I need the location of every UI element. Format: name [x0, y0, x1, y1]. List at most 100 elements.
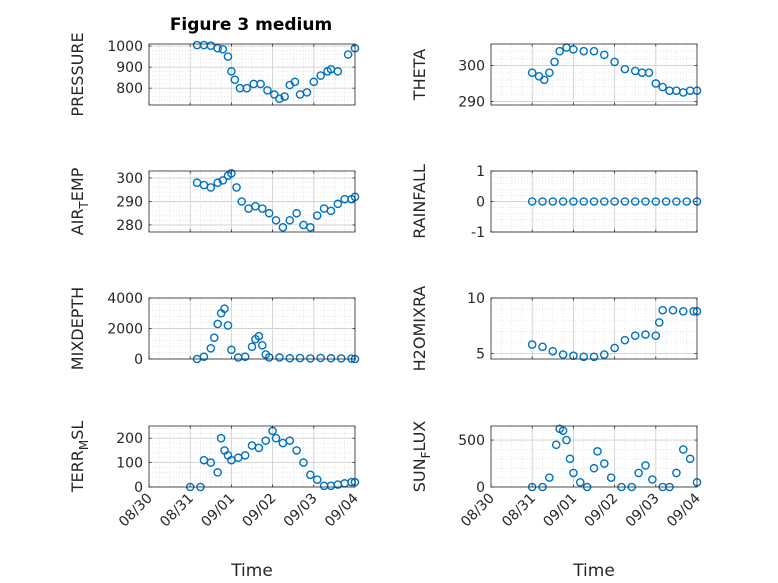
axes-box	[148, 43, 356, 106]
data-point	[271, 433, 281, 443]
data-point	[538, 197, 547, 206]
y-axis-label: TERRMSL	[68, 421, 91, 494]
data-point	[600, 197, 609, 206]
data-point	[216, 433, 226, 443]
data-point	[285, 215, 295, 225]
y-axis-label: SUNFLUX	[410, 421, 433, 493]
data-point	[263, 85, 272, 95]
data-point	[254, 443, 264, 453]
data-point	[316, 353, 325, 363]
data-point	[333, 199, 343, 209]
data-point	[648, 475, 657, 484]
y-axis-label: RAINFALL	[410, 164, 429, 239]
x-tick-label: 08/30	[116, 491, 156, 531]
y-tick-label: 1	[476, 164, 485, 180]
data-point	[579, 352, 589, 362]
data-point	[678, 307, 688, 316]
data-point	[213, 43, 222, 53]
data-point	[254, 331, 264, 341]
data-point	[579, 46, 589, 56]
data-point	[538, 342, 547, 352]
data-point	[227, 169, 236, 178]
data-point	[685, 454, 695, 464]
data-point	[213, 319, 222, 329]
y-tick-label: 300	[458, 59, 485, 75]
y-axis-label: AIRTEMP	[68, 167, 91, 235]
data-point	[651, 197, 661, 206]
data-point	[589, 463, 599, 473]
data-point	[223, 52, 233, 61]
y-tick-label: 800	[116, 81, 143, 97]
data-point	[343, 50, 353, 59]
data-point	[545, 473, 554, 482]
data-point	[562, 435, 571, 445]
data-point	[641, 197, 650, 206]
subplot-3: 280 290 300 AIRTEMP	[68, 167, 360, 235]
subplot-4: -1 0 1 RAINFALL	[410, 164, 702, 241]
y-tick-label: 100	[116, 456, 143, 472]
data-point	[227, 345, 236, 355]
data-point	[558, 197, 568, 206]
axes-box	[490, 43, 698, 106]
data-point	[651, 331, 661, 341]
x-tick-label: 09/01	[198, 491, 238, 531]
data-point	[606, 473, 616, 482]
data-point	[630, 197, 640, 206]
data-point	[257, 204, 267, 213]
data-point	[292, 208, 301, 218]
subplot-5: 0 2000 4000 MIXDEPTH	[68, 287, 360, 370]
data-point	[302, 88, 312, 97]
x-tick-label: 09/04	[664, 490, 704, 530]
data-point	[593, 447, 602, 456]
x-tick-label: 08/30	[458, 491, 498, 531]
data-point	[678, 445, 688, 454]
data-point	[220, 304, 229, 313]
data-point	[256, 79, 265, 89]
data-point	[610, 343, 619, 353]
y-tick-label: 500	[458, 433, 485, 449]
x-tick-label: 08/31	[499, 491, 539, 531]
data-point	[209, 333, 219, 342]
data-point	[237, 197, 246, 206]
y-tick-label: 200	[116, 431, 143, 447]
data-point	[661, 197, 671, 206]
y-tick-label: 2000	[107, 322, 143, 338]
data-point	[672, 197, 681, 206]
data-point	[227, 67, 236, 76]
data-point	[545, 68, 554, 78]
data-point	[270, 90, 279, 99]
y-tick-label: 290	[116, 195, 143, 211]
data-point	[326, 353, 336, 363]
axes-box	[490, 297, 698, 360]
subplot-1: 800 900 1000 PRESSURE	[68, 32, 360, 117]
data-point	[658, 82, 667, 92]
data-point	[589, 197, 599, 206]
y-tick-label: 10	[467, 291, 485, 307]
x-tick-label: 09/02	[582, 491, 622, 531]
y-axis-label: H2OMIXRA	[410, 286, 429, 372]
data-point	[558, 350, 568, 359]
data-point	[658, 305, 667, 315]
data-point	[333, 67, 343, 76]
data-point	[242, 83, 252, 93]
data-point	[271, 215, 281, 225]
data-point	[565, 454, 575, 464]
data-point	[257, 340, 267, 350]
data-point	[558, 426, 568, 435]
y-tick-label: 290	[458, 94, 485, 110]
data-point	[654, 318, 664, 327]
data-point	[309, 77, 319, 87]
data-point	[264, 208, 274, 218]
data-point	[218, 44, 228, 54]
data-point	[620, 197, 630, 206]
data-point	[548, 346, 558, 356]
data-point	[548, 197, 558, 206]
data-point	[275, 353, 284, 362]
data-point	[527, 340, 537, 349]
x-tick-label: 09/04	[322, 490, 362, 530]
data-point	[206, 344, 216, 353]
y-tick-label: 0	[476, 195, 485, 211]
x-axis-label: Time	[230, 561, 273, 581]
axes-box	[148, 425, 356, 488]
